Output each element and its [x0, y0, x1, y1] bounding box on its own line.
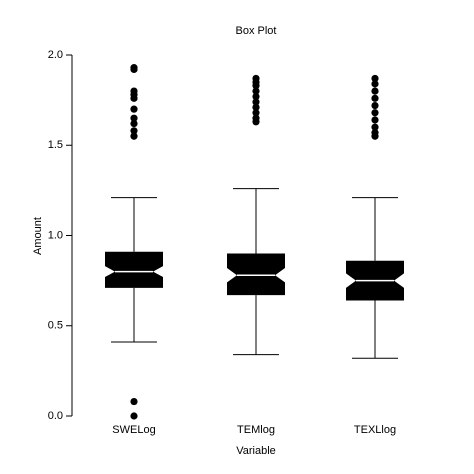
- box: [105, 251, 163, 288]
- outlier: [371, 116, 379, 124]
- outlier: [130, 397, 138, 406]
- y-tick-label: 1.5: [48, 139, 63, 151]
- outlier: [371, 123, 379, 131]
- outlier: [371, 101, 379, 110]
- outlier: [371, 74, 379, 83]
- outlier: [130, 65, 138, 74]
- outlier: [130, 412, 138, 420]
- y-tick-label: 1.0: [48, 229, 63, 241]
- outlier: [130, 105, 138, 113]
- outlier: [371, 87, 379, 95]
- outlier: [130, 119, 138, 128]
- y-tick-label: 0.5: [48, 320, 63, 332]
- x-tick-label: SWELog: [112, 424, 155, 436]
- outlier: [252, 92, 260, 101]
- outlier: [252, 109, 260, 117]
- outlier: [371, 80, 379, 88]
- x-tick-label: TEMlog: [237, 424, 275, 436]
- outlier: [130, 94, 138, 102]
- outlier: [371, 109, 379, 117]
- chart-title: Box Plot: [236, 25, 277, 37]
- box: [227, 253, 285, 296]
- outlier: [252, 98, 260, 106]
- outlier: [252, 118, 260, 126]
- outlier: [130, 114, 138, 122]
- y-tick-label: 2.0: [48, 49, 63, 61]
- x-tick-label: TEXLlog: [354, 424, 396, 436]
- outlier: [371, 132, 379, 140]
- y-tick-label: 0.0: [48, 410, 63, 422]
- outlier: [130, 127, 138, 135]
- outlier: [252, 87, 260, 95]
- outlier: [130, 132, 138, 140]
- outlier: [252, 82, 260, 90]
- y-axis-label: Amount: [32, 217, 44, 255]
- outlier: [252, 103, 260, 111]
- x-axis-label: Variable: [236, 445, 276, 457]
- outlier: [371, 94, 379, 102]
